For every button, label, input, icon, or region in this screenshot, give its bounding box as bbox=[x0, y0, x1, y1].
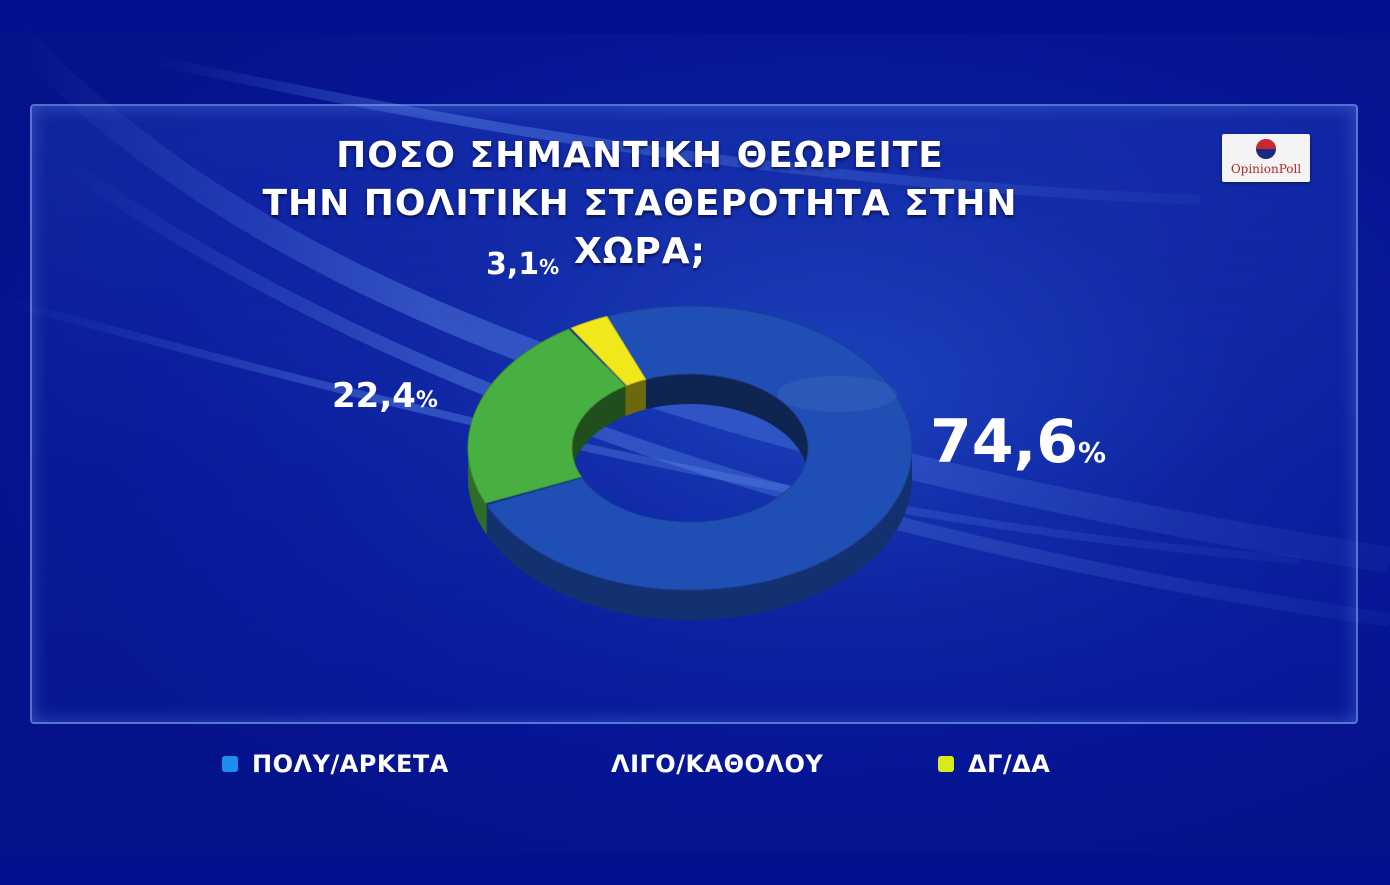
chart-panel bbox=[30, 104, 1358, 724]
legend-item-2: ΛΙΓΟ/ΚΑΘΟΛΟΥ bbox=[581, 748, 823, 780]
legend-item-3: ΔΓ/ΔΑ bbox=[938, 748, 1050, 780]
legend-item-1: ΠΟΛΥ/ΑΡΚΕΤΑ bbox=[222, 748, 449, 780]
opinionpoll-logo: OpinionPoll bbox=[1222, 134, 1310, 182]
slice-top-2 bbox=[467, 328, 627, 504]
logo-text: OpinionPoll bbox=[1230, 162, 1302, 176]
slice-inner-wall-3 bbox=[625, 379, 646, 417]
legend-swatch-3 bbox=[938, 756, 954, 772]
title-line-1: ΠΟΣΟ ΣΗΜΑΝΤΙΚΗ ΘΕΩΡΕΙΤΕ bbox=[336, 135, 944, 176]
slice-inner-wall-1 bbox=[645, 374, 808, 478]
title-line-2: ΤΗΝ ΠΟΛΙΤΙΚΗ ΣΤΑΘΕΡΟΤΗΤΑ ΣΤΗΝ ΧΩΡΑ; bbox=[262, 183, 1018, 272]
data-label-1: 74,6% bbox=[930, 407, 1106, 477]
logo-mark-icon bbox=[1256, 139, 1276, 159]
donut-highlight bbox=[777, 376, 898, 412]
chart-title: ΠΟΣΟ ΣΗΜΑΝΤΙΚΗ ΘΕΩΡΕΙΤΕ ΤΗΝ ΠΟΛΙΤΙΚΗ ΣΤΑ… bbox=[200, 132, 1080, 276]
slice-inner-wall-2 bbox=[572, 386, 626, 478]
legend-swatch-2 bbox=[581, 756, 597, 772]
data-label-3: 3,1% bbox=[486, 247, 559, 282]
top-bar bbox=[0, 0, 1390, 34]
data-label-2: 22,4% bbox=[332, 376, 438, 416]
slice-top-3 bbox=[570, 315, 647, 387]
slice-side-1 bbox=[486, 448, 912, 620]
legend-label-1: ΠΟΛΥ/ΑΡΚΕΤΑ bbox=[252, 750, 449, 778]
legend-swatch-1 bbox=[222, 756, 238, 772]
bottom-bar bbox=[0, 852, 1390, 885]
slice-side-2 bbox=[468, 448, 487, 536]
slice-top-1 bbox=[485, 305, 913, 591]
legend-label-3: ΔΓ/ΔΑ bbox=[968, 750, 1051, 778]
legend-label-2: ΛΙΓΟ/ΚΑΘΟΛΟΥ bbox=[611, 750, 824, 778]
